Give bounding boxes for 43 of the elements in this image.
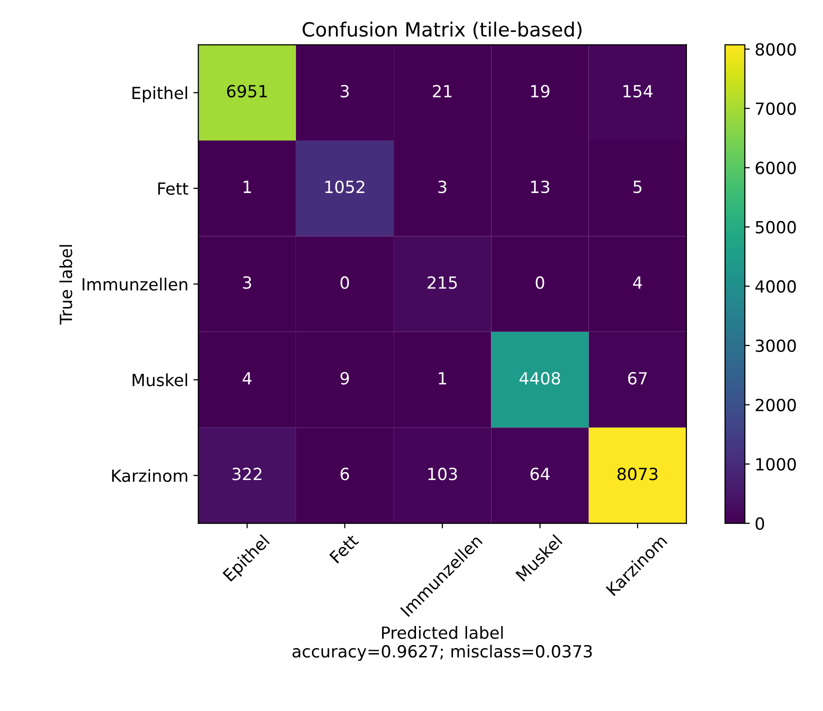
data-label: 154 bbox=[624, 85, 653, 98]
color-bar-label: 0 bbox=[756, 517, 764, 530]
y-tick-label: Epithel bbox=[132, 86, 188, 102]
data-label: 4 bbox=[633, 276, 642, 289]
data-label: 13 bbox=[531, 180, 550, 194]
color-bar-label: 2000 bbox=[756, 398, 796, 412]
y-axis-title: True label bbox=[59, 245, 72, 325]
y-tick-label: Immunzellen bbox=[82, 278, 188, 291]
data-label: 8073 bbox=[618, 468, 658, 480]
data-label: 6 bbox=[340, 468, 350, 480]
data-label: 0 bbox=[340, 276, 349, 289]
data-label: 322 bbox=[232, 468, 262, 480]
y-tick-label: Muskel bbox=[132, 373, 188, 386]
data-label: 67 bbox=[628, 372, 647, 385]
data-label: 21 bbox=[432, 84, 452, 98]
color-bar-label: 5000 bbox=[756, 220, 796, 234]
data-label: 103 bbox=[428, 468, 457, 480]
color-bar-label: 3000 bbox=[756, 339, 796, 352]
data-label: 9 bbox=[340, 372, 349, 385]
data-label: 3 bbox=[243, 276, 252, 289]
color-bar-label: 4000 bbox=[755, 280, 796, 293]
data-label: 4 bbox=[242, 372, 252, 384]
data-label: 3 bbox=[340, 84, 349, 98]
color-bar-label: 7000 bbox=[756, 102, 796, 115]
data-label: 1052 bbox=[325, 180, 364, 194]
data-label: 64 bbox=[530, 468, 550, 480]
color-bar-label: 1000 bbox=[756, 458, 796, 471]
data-label: 19 bbox=[531, 84, 550, 98]
y-tick-label: Fett bbox=[158, 182, 188, 195]
data-label: 1 bbox=[438, 372, 446, 384]
data-label: 1 bbox=[244, 180, 251, 193]
data-label: 5 bbox=[634, 180, 642, 194]
data-label: 3 bbox=[438, 180, 446, 194]
data-label: 0 bbox=[536, 276, 544, 289]
y-tick-label: Karzinom bbox=[112, 469, 188, 482]
data-label: 215 bbox=[428, 276, 457, 289]
data-label: 4408 bbox=[520, 372, 560, 385]
color-bar-label: 8000 bbox=[756, 43, 796, 56]
chart-title: Confusion Matrix (tile-based) bbox=[302, 22, 582, 40]
data-label: 6951 bbox=[227, 84, 267, 98]
x-tick-label: Fett bbox=[329, 534, 360, 564]
color-bar-label: 6000 bbox=[756, 162, 796, 174]
x-axis-title: Predicted label accuracy=0.9627; misclass=0.0373 bbox=[292, 626, 592, 661]
